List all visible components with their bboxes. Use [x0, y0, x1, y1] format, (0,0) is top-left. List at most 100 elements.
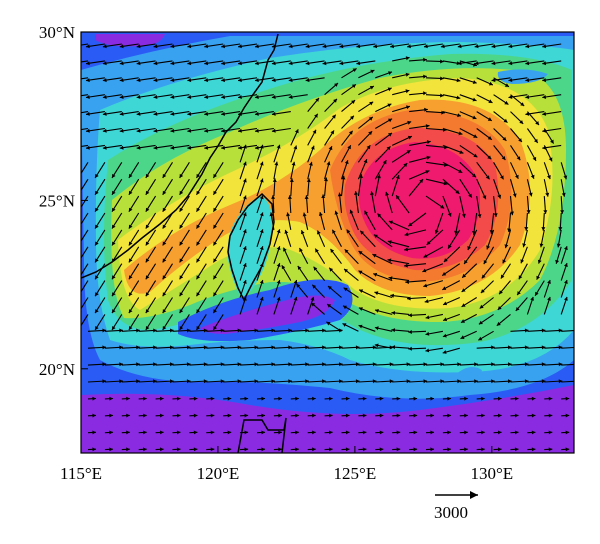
vector-arrow-head	[196, 224, 201, 229]
vector-arrow-head	[213, 224, 217, 229]
vector-arrow-head	[352, 68, 357, 72]
vector-arrow	[408, 140, 431, 146]
vector-arrow-head	[457, 113, 461, 118]
vector-arrow-head	[326, 321, 331, 326]
vector-arrow-head	[221, 145, 225, 150]
vector-arrow-head	[255, 128, 259, 133]
vector-arrow-head	[145, 275, 150, 280]
vector-arrow-head	[221, 111, 225, 116]
vector-arrow-head	[370, 69, 375, 74]
contour-purple-low	[200, 295, 335, 334]
vector-arrow	[473, 212, 478, 235]
vector-arrow-head	[227, 430, 232, 435]
vector-arrow	[561, 363, 574, 366]
vector-arrow-head	[339, 379, 343, 384]
vector-arrow-head	[162, 309, 167, 314]
vector-arrow-head	[425, 170, 430, 174]
vector-arrow-head	[345, 396, 350, 401]
vector-arrow-head	[187, 111, 192, 116]
vector-arrow-head	[508, 362, 512, 367]
vector-arrow-head	[255, 111, 259, 116]
vector-arrow	[404, 246, 427, 251]
vector-arrow-head	[145, 224, 150, 229]
vector-arrow-head	[504, 244, 509, 249]
vector-arrow-head	[539, 243, 544, 248]
vector-arrow-head	[532, 156, 537, 161]
vector-arrow-head	[204, 95, 209, 99]
vector-arrow-head	[464, 447, 468, 452]
vector-arrow-head	[440, 379, 444, 384]
vector-arrow-head	[312, 430, 316, 435]
vector-arrow-head	[126, 447, 130, 452]
vector-arrow-head	[426, 155, 431, 160]
vector-arrow-head	[69, 129, 73, 133]
vector-arrow-head	[491, 345, 495, 350]
vector-arrow-head	[515, 307, 520, 311]
vector-arrow	[391, 162, 408, 180]
vector-arrow-head	[355, 379, 360, 384]
vector-arrow	[442, 178, 460, 195]
vector-arrow-head	[153, 78, 158, 83]
vector-arrow-head	[136, 345, 140, 350]
vector-arrow-head	[440, 76, 444, 81]
vector-arrow	[425, 144, 448, 149]
vector-arrow-head	[126, 430, 130, 435]
vector-arrow-head	[379, 430, 384, 435]
vector-arrow	[81, 94, 89, 97]
vector-arrow-head	[454, 230, 459, 235]
vector-arrow-head	[430, 396, 434, 401]
vector-arrow-head	[345, 447, 350, 452]
vector-arrow-head	[530, 174, 535, 179]
vector-arrow-head	[408, 313, 412, 318]
vector-arrow-head	[419, 179, 423, 183]
contour-lightblue-patch1	[139, 66, 188, 84]
y-axis: 30°N 25°N 20°N	[39, 23, 88, 379]
vector-arrow-head	[102, 362, 106, 367]
vector-arrow-head	[344, 160, 349, 165]
vector-arrow-head	[564, 280, 568, 284]
vector-arrow	[435, 212, 444, 234]
vector-arrow-head	[386, 146, 391, 151]
vector-arrow-head	[220, 328, 225, 333]
vector-arrow-head	[179, 173, 184, 178]
vector-arrow-head	[136, 145, 141, 150]
vector-arrow	[373, 234, 393, 248]
vector-arrow-head	[95, 207, 99, 212]
vector-arrow-head	[295, 430, 299, 435]
y-tick-label: 20°N	[39, 360, 75, 379]
vector-arrow-head	[119, 362, 123, 367]
vector-arrow-head	[456, 95, 461, 100]
vector-arrow-head	[196, 173, 201, 178]
vector-arrow-head	[221, 78, 225, 83]
vector-arrow-head	[379, 396, 384, 401]
contour-lightblue-patch3	[454, 366, 482, 386]
vector-arrow-head	[153, 345, 157, 350]
vector-arrow-head	[162, 292, 167, 297]
vector-arrow-head	[443, 258, 448, 262]
vector-arrow-head	[310, 296, 315, 301]
vector-arrow-head	[254, 345, 259, 350]
vector-arrow-head	[350, 115, 354, 120]
vector-arrow-head	[187, 145, 192, 150]
vector-arrow-head	[213, 292, 217, 297]
vector-arrow-head	[271, 128, 276, 133]
vector-arrow-head	[525, 111, 530, 116]
vector-arrow-head	[261, 413, 265, 418]
vector-arrow-head	[405, 89, 410, 94]
vector-arrow-head	[329, 413, 333, 418]
vector-arrow-head	[204, 44, 209, 49]
vector-arrow-head	[109, 447, 113, 452]
vector-arrow-head	[375, 309, 379, 313]
vector-arrow-head	[128, 190, 133, 195]
vector-arrow-head	[525, 44, 530, 49]
vector-arrow-head	[413, 413, 418, 418]
vector-arrow	[81, 263, 89, 276]
vector-arrow-head	[542, 95, 547, 99]
vector-arrow	[425, 161, 448, 166]
vector-arrow-head	[242, 212, 247, 217]
vector-arrow-head	[288, 78, 293, 83]
vector-arrow-head	[359, 174, 363, 179]
vector-arrow-head	[328, 146, 333, 151]
vector-arrow-head	[213, 326, 217, 330]
vector-arrow-head	[358, 270, 363, 275]
